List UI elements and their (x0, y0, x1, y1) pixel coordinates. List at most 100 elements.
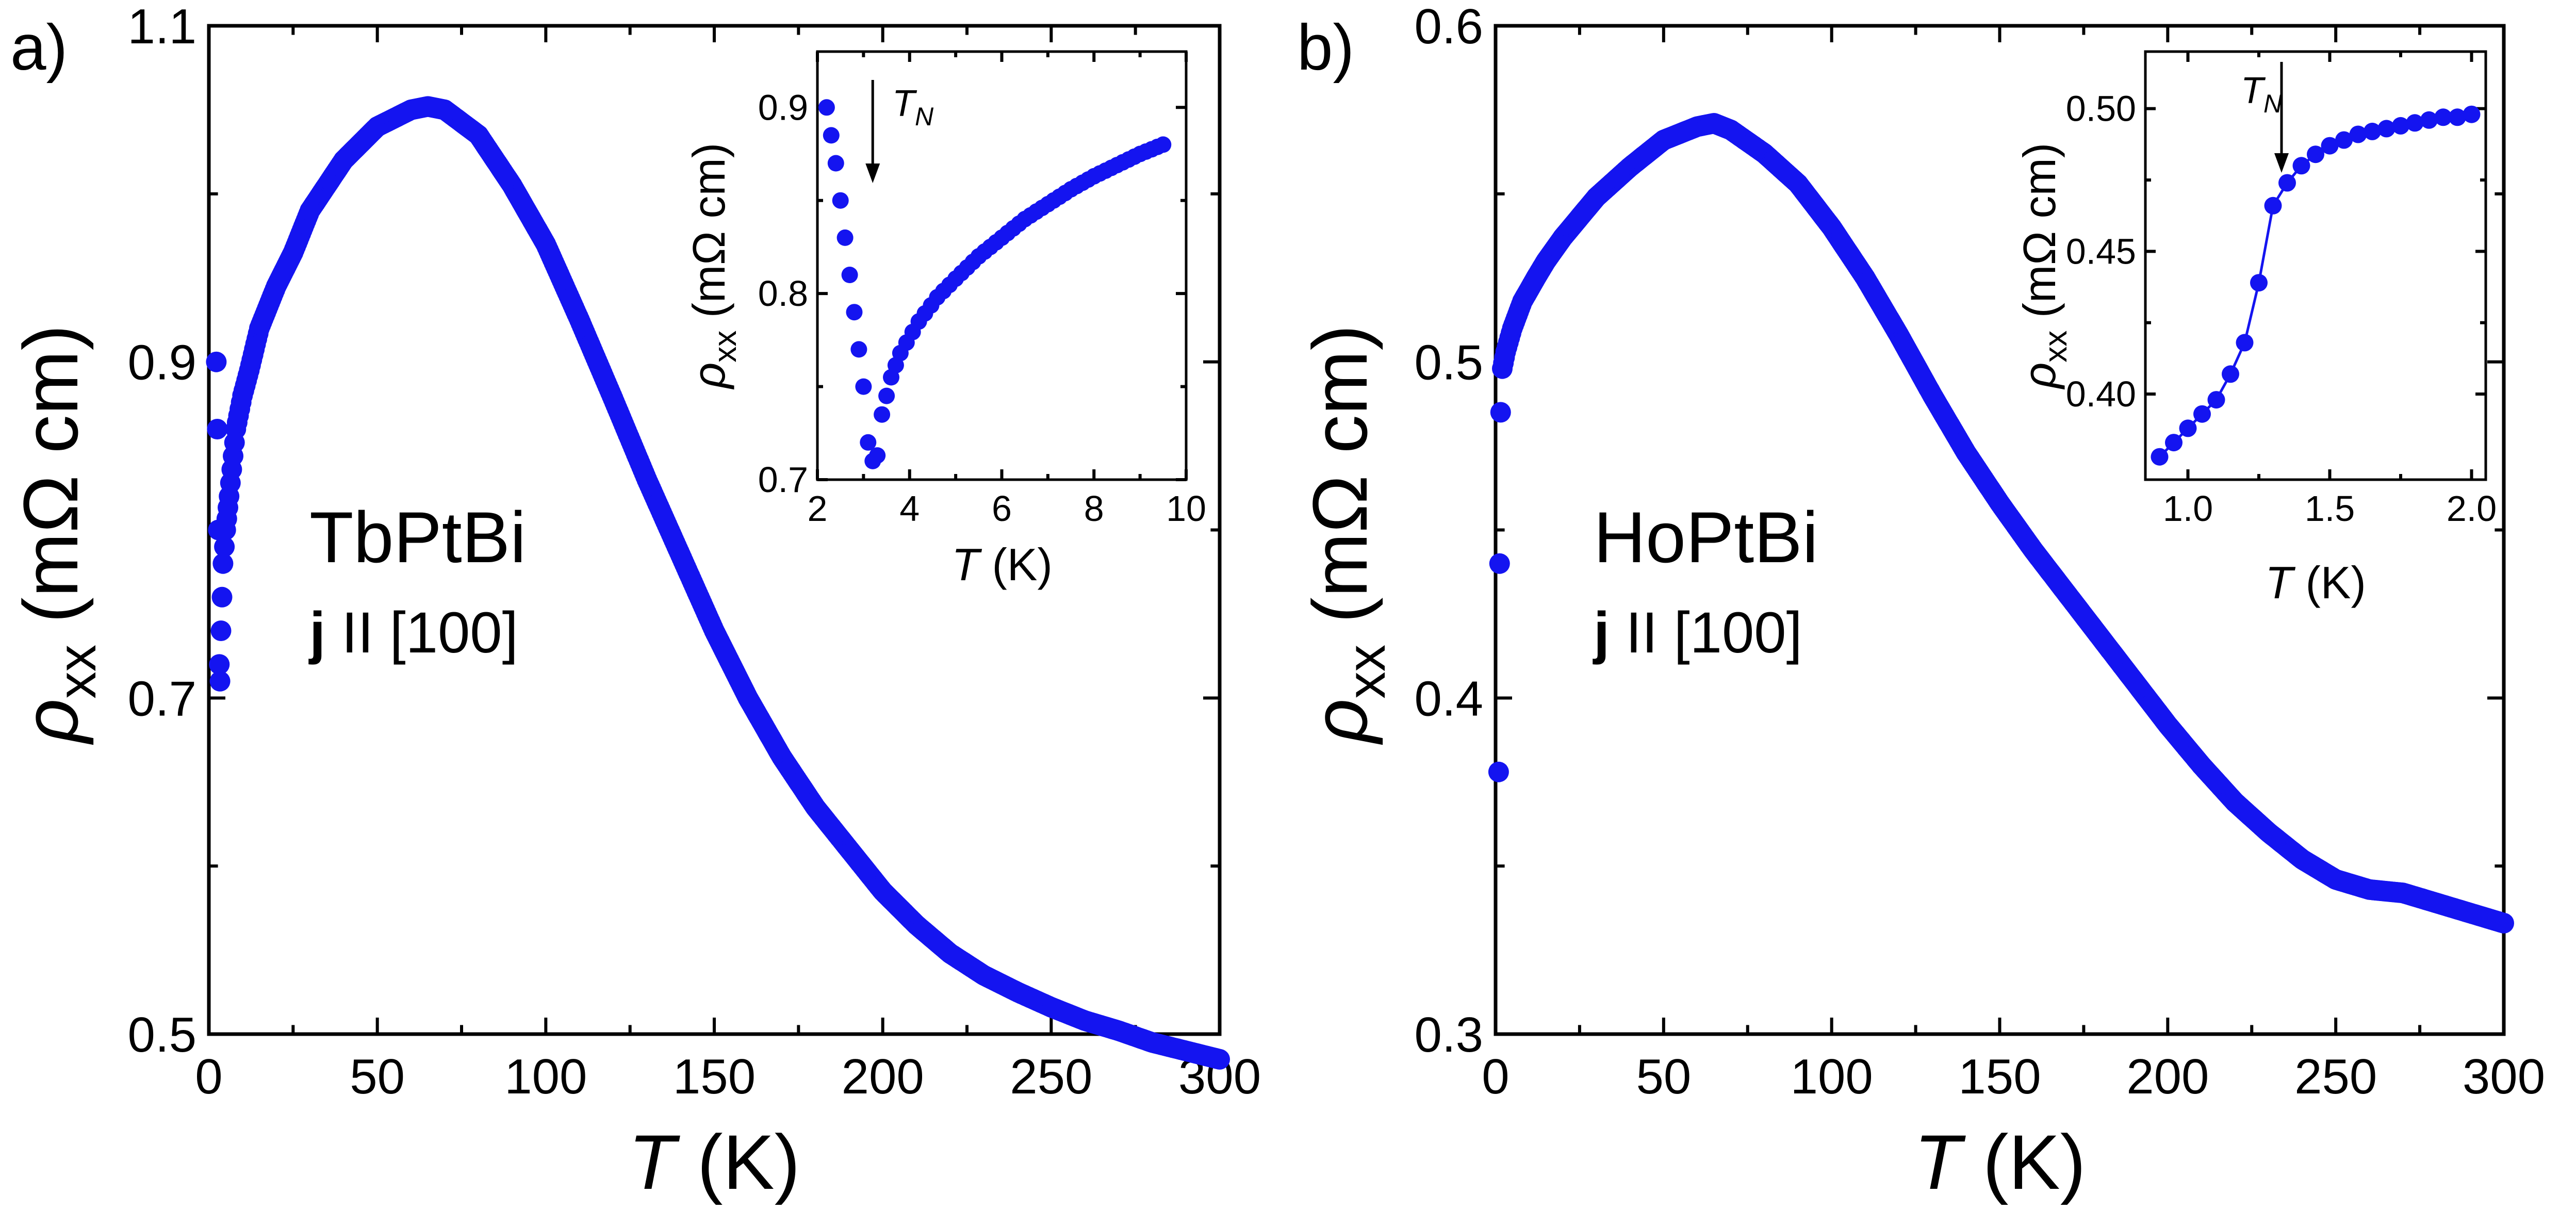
panel-b-data-points (1488, 113, 2514, 934)
inset-data-point (2420, 111, 2438, 129)
inset-data-point (2463, 105, 2481, 123)
inset-data-point (2307, 145, 2324, 163)
y-tick-label: 0.9 (758, 87, 808, 127)
panel-a-data-points (206, 96, 1230, 1070)
inset-data-point (2165, 434, 2183, 452)
data-point (2493, 912, 2514, 934)
inset-data-point (2377, 120, 2395, 138)
panel-b-inset-y-axis-title: ρxx (mΩ cm) (2014, 143, 2074, 390)
y-tick-label: 0.6 (1415, 0, 1483, 54)
x-tick-label: 250 (2294, 1049, 2377, 1104)
data-point (1209, 1049, 1230, 1070)
y-tick-label: 0.4 (1415, 671, 1483, 726)
x-tick-label: 8 (1084, 488, 1104, 529)
inset-data-point (2349, 125, 2367, 143)
data-point (212, 553, 234, 574)
y-tick-label: 0.5 (128, 1007, 196, 1062)
inset-data-point (1155, 136, 1172, 153)
inset-data-point (836, 229, 854, 246)
inset-data-point (846, 304, 863, 321)
inset-data-point (869, 447, 886, 464)
inset-data-point (2264, 197, 2282, 215)
x-tick-label: 50 (350, 1049, 405, 1104)
panel-b-inset: 1.0 1.5 2.0 0.40 0.45 0.50 TN T (K) ρxx (mΩ c… (2014, 50, 2497, 608)
inset-data-point (2392, 117, 2409, 135)
x-tick-label: 2.0 (2447, 488, 2497, 529)
inset-data-point (832, 192, 849, 209)
panel-b-direction-label: j II [100] (1593, 600, 1802, 665)
panel-b-y-axis-title: ρxx (mΩ cm) (1297, 324, 1397, 745)
inset-data-point (818, 99, 835, 116)
inset-data-point (2236, 334, 2254, 352)
y-tick-label: 0.5 (1415, 335, 1483, 390)
x-tick-label: 50 (1636, 1049, 1691, 1104)
x-tick-label: 300 (2463, 1049, 2545, 1104)
panel-a-inset-data-points (818, 99, 1172, 469)
data-point (1489, 553, 1510, 574)
inset-data-point (2250, 274, 2268, 292)
inset-data-point (2179, 419, 2197, 437)
panel-a-inset-frame (816, 50, 1188, 481)
data-point (209, 670, 231, 692)
panel-a-inset: 2 4 6 8 10 0.7 0.8 0.9 TN T (K) ρxx (mΩ cm) (683, 50, 1206, 590)
x-tick-label: 250 (1010, 1049, 1092, 1104)
x-tick-label: 2 (808, 488, 828, 529)
inset-data-point (2207, 391, 2225, 409)
panel-b-x-axis-title: T (K) (1914, 1119, 2086, 1205)
panel-a-inset-x-axis-title: T (K) (951, 539, 1053, 590)
inset-data-point (2278, 174, 2296, 192)
x-tick-label: 200 (2126, 1049, 2209, 1104)
panel-a-label: a) (10, 12, 68, 84)
panel-a-inset-ticks: 2 4 6 8 10 0.7 0.8 0.9 (758, 52, 1206, 529)
inset-data-point (2364, 122, 2381, 140)
x-tick-label: 0 (1482, 1049, 1509, 1104)
x-tick-label: 6 (992, 488, 1012, 529)
inset-data-point (860, 434, 877, 451)
inset-data-point (855, 378, 872, 395)
x-tick-label: 100 (1791, 1049, 1873, 1104)
inset-data-point (2335, 131, 2353, 149)
data-point (206, 351, 227, 372)
panel-b-inset-frame (2144, 50, 2487, 481)
data-point (210, 620, 232, 641)
panel-b: b) 0 50 100 150 200 250 300 0.3 0.4 0.5 0.6 HoPtBi… (1297, 0, 2545, 1205)
panel-b-inset-data-points (2151, 105, 2481, 466)
y-tick-label: 0.7 (128, 671, 196, 726)
y-tick-label: 0.7 (758, 460, 808, 500)
inset-data-point (874, 406, 891, 423)
data-point (207, 419, 228, 439)
inset-data-point (2449, 108, 2466, 126)
panel-a-direction-label: j II [100] (308, 600, 518, 665)
panel-a-y-axis-title: ρxx (mΩ cm) (7, 324, 107, 745)
inset-data-point (841, 267, 858, 283)
x-tick-label: 1.5 (2305, 488, 2355, 529)
data-point (1488, 761, 1509, 782)
panel-a-inset-tn-label: TN (892, 83, 934, 131)
panel-a-inset-tn-arrow (865, 80, 880, 183)
inset-data-point (827, 155, 844, 172)
x-tick-label: 150 (1958, 1049, 2041, 1104)
x-tick-label: 150 (673, 1049, 756, 1104)
y-tick-label: 0.3 (1415, 1007, 1483, 1062)
inset-data-point (2193, 405, 2211, 423)
x-tick-label: 0 (195, 1049, 222, 1104)
x-tick-label: 1.0 (2163, 488, 2213, 529)
inset-data-point (2151, 448, 2169, 466)
inset-data-point (2321, 137, 2339, 155)
data-point (214, 536, 235, 558)
data-point (209, 654, 230, 675)
data-point (211, 586, 233, 608)
data-point (1490, 402, 1511, 423)
tn-arrow-head (865, 163, 880, 183)
inset-data-point (2292, 157, 2310, 175)
panel-a-x-axis-title: T (K) (628, 1119, 800, 1205)
panel-b-plot-frame (1494, 24, 2506, 1036)
inset-data-point (2406, 114, 2424, 132)
inset-data-point (823, 127, 840, 144)
y-tick-label: 0.45 (2066, 231, 2136, 271)
x-tick-label: 4 (899, 488, 920, 529)
y-tick-label: 0.50 (2066, 89, 2136, 129)
